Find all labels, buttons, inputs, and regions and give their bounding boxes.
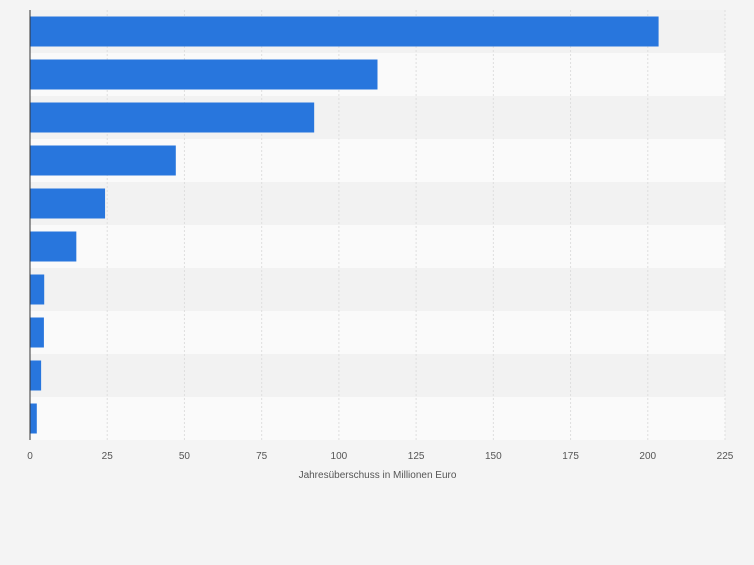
- x-tick-label: 150: [485, 451, 502, 462]
- bar: [30, 188, 106, 219]
- x-tick-label: 0: [27, 451, 33, 462]
- x-tick-label: 75: [256, 451, 268, 462]
- x-tick-label: 175: [562, 451, 579, 462]
- x-axis-label: Jahresüberschuss in Millionen Euro: [299, 470, 457, 481]
- row-band: [30, 311, 725, 354]
- row-band: [30, 268, 725, 311]
- x-tick-label: 125: [408, 451, 425, 462]
- bar: [30, 403, 37, 434]
- bar: [30, 317, 44, 348]
- row-bands: [30, 10, 725, 440]
- bar: [30, 274, 45, 305]
- x-tick-label: 225: [717, 451, 734, 462]
- row-band: [30, 354, 725, 397]
- row-band: [30, 397, 725, 440]
- bars: [30, 16, 659, 434]
- bar: [30, 102, 315, 133]
- row-band: [30, 182, 725, 225]
- x-tick-label: 200: [639, 451, 656, 462]
- bar: [30, 59, 378, 90]
- x-tick-label: 25: [102, 451, 114, 462]
- x-tick-label: 50: [179, 451, 191, 462]
- bar: [30, 231, 77, 262]
- row-band: [30, 225, 725, 268]
- bar: [30, 145, 176, 176]
- x-axis-ticks: 0 25 50 75 100 125 150 175 200 225: [27, 451, 734, 462]
- x-tick-label: 100: [331, 451, 348, 462]
- bar: [30, 360, 42, 391]
- bar: [30, 16, 659, 47]
